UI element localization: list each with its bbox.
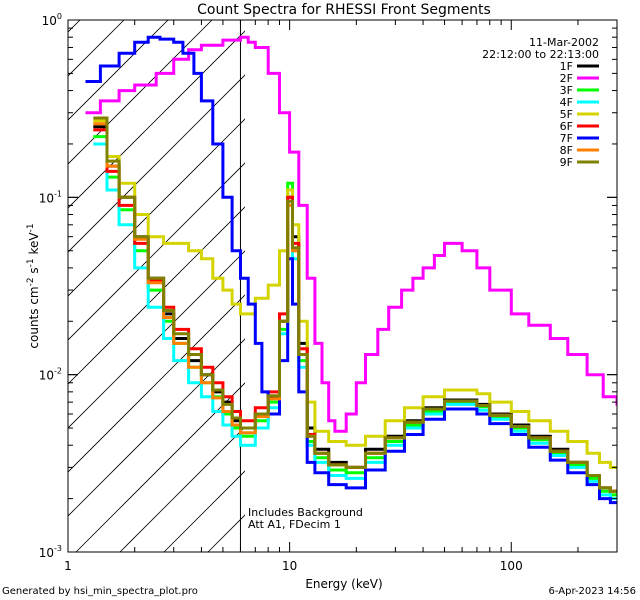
x-tick-label: 100: [500, 559, 523, 573]
series-3F: [93, 135, 617, 497]
hatch-line: [75, 382, 245, 552]
plot-frame: [67, 19, 618, 553]
legend-label-6F: 6F: [560, 120, 573, 133]
y-tick-label: 10-3: [39, 544, 62, 560]
hatch-line: [68, 20, 81, 33]
observation-time-range: 22:12:00 to 22:13:00: [482, 48, 599, 61]
series-2F: [85, 35, 617, 433]
chart-title: Count Spectra for RHESSI Front Segments: [197, 2, 491, 18]
legend-label-8F: 8F: [560, 144, 573, 157]
background-annotation: Includes Background: [248, 506, 363, 519]
hatch-line: [68, 250, 245, 429]
hatch-line: [68, 30, 245, 209]
x-tick-label: 10: [282, 559, 297, 573]
series-7F: [85, 35, 617, 505]
hatch-line: [252, 0, 640, 552]
x-tick-label: 1: [64, 559, 72, 573]
legend-label-7F: 7F: [560, 132, 573, 145]
legend-label-3F: 3F: [560, 84, 573, 97]
axis-ticks: [67, 19, 618, 553]
generated-by-footer: Generated by hsi_min_spectra_plot.pro: [2, 586, 198, 597]
y-tick-labels: 100 10-1 10-2 10-3: [39, 12, 62, 560]
legend-label-2F: 2F: [560, 72, 573, 85]
hatch-line: [68, 20, 125, 77]
observation-date: 11-Mar-2002: [529, 36, 599, 49]
y-axis-label: counts cm-2 s-1 keV-1: [26, 223, 41, 348]
hatch-line: [68, 162, 245, 341]
spectra-series: [85, 35, 617, 505]
footer-date: 6-Apr-2023 14:56: [549, 586, 636, 597]
legend-label-1F: 1F: [560, 60, 573, 73]
y-tick-label: 10-2: [39, 367, 62, 383]
hatch-line: [119, 426, 245, 552]
legend-label-9F: 9F: [560, 156, 573, 169]
hatch-line: [68, 338, 245, 517]
y-tick-label: 100: [42, 12, 62, 28]
legend-label-5F: 5F: [560, 108, 573, 121]
x-tick-labels: 1 10 100: [64, 559, 523, 573]
x-axis-label: Energy (keV): [305, 577, 382, 591]
hatch-line: [68, 206, 245, 385]
series-9F: [93, 116, 617, 493]
hatch-line: [68, 74, 245, 253]
attenuator-annotation: Att A1, FDecim 1: [248, 518, 341, 531]
hatch-line: [68, 118, 245, 297]
y-tick-label: 10-1: [39, 189, 62, 205]
legend-label-4F: 4F: [560, 96, 573, 109]
hatch-line: [68, 20, 213, 165]
hatch-line: [68, 294, 245, 473]
